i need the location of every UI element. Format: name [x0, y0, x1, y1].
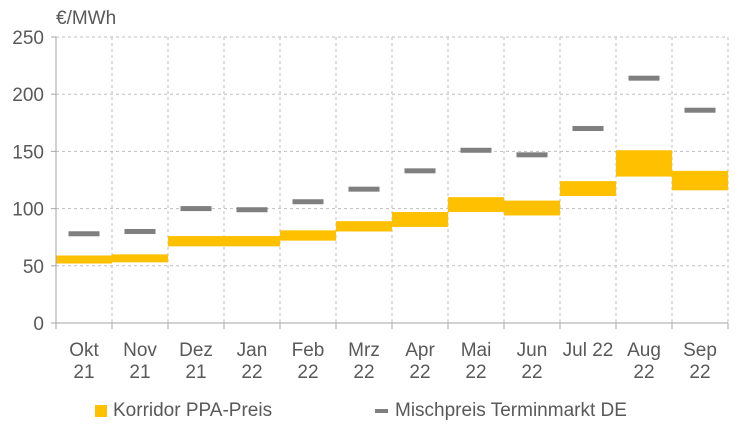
ppa-range-bar [336, 221, 392, 232]
ppa-range-bar [224, 236, 280, 247]
y-tick-label: 200 [12, 85, 44, 106]
legend-swatch-terminmarkt [375, 409, 388, 413]
ppa-range-bar [168, 236, 224, 247]
x-tick-label: Okt 21 [69, 340, 99, 383]
terminmarkt-marker [180, 206, 212, 212]
x-tick-label: Nov 21 [123, 340, 157, 383]
x-tick-label: Sep 22 [683, 340, 717, 383]
x-tick-label: Dez 21 [179, 340, 213, 383]
terminmarkt-marker [572, 126, 604, 132]
legend-swatch-ppa [95, 405, 107, 417]
terminmarkt-marker [236, 207, 268, 213]
ppa-range-bar [56, 255, 112, 264]
legend-item-ppa: Korridor PPA-Preis [95, 400, 272, 422]
ppa-range-bar [616, 150, 672, 177]
legend-item-terminmarkt: Mischpreis Terminmarkt DE [375, 400, 627, 422]
grid-lines [56, 36, 729, 323]
ppa-range-bar [280, 230, 336, 241]
y-unit-label: €/MWh [56, 8, 116, 29]
x-tick-label: Apr 22 [405, 340, 435, 383]
x-tick-label: Mrz 22 [348, 340, 380, 383]
axes [51, 36, 729, 329]
terminmarkt-marker [460, 147, 492, 153]
terminmarkt-marker [628, 75, 660, 81]
y-tick-label: 50 [23, 257, 44, 278]
x-tick-label: Jun 22 [517, 340, 548, 383]
x-tick-label: Jul 22 [563, 340, 614, 361]
ppa-corridor-series [56, 150, 728, 264]
x-tick-label: Jan 22 [237, 340, 268, 383]
ppa-range-bar [672, 170, 728, 191]
terminmarkt-marker [292, 199, 324, 205]
legend-label-ppa: Korridor PPA-Preis [113, 400, 273, 421]
y-tick-label: 0 [33, 314, 44, 335]
terminmarkt-marker [124, 228, 156, 234]
terminmarkt-marker [68, 231, 100, 237]
ppa-range-bar [560, 181, 616, 197]
ppa-range-bar [448, 197, 504, 213]
terminmarkt-marker [684, 107, 716, 113]
y-tick-labels: 0 50 100 150 200 250 [12, 28, 44, 335]
legend: Korridor PPA-Preis Mischpreis Terminmark… [0, 400, 748, 428]
x-tick-label: Feb 22 [292, 340, 325, 383]
y-tick-label: 100 [12, 200, 44, 221]
ppa-range-bar [112, 254, 168, 263]
terminmarkt-marker [348, 186, 380, 192]
x-tick-labels: Okt 21 Nov 21 Dez 21 Jan 22 Feb 22 Mrz 22 Apr 22 Mai 22… [69, 340, 717, 383]
y-tick-label: 250 [12, 28, 44, 49]
terminmarkt-marker [516, 152, 548, 158]
legend-label-terminmarkt: Mischpreis Terminmarkt DE [395, 400, 627, 421]
x-tick-label: Mai 22 [461, 340, 492, 383]
chart: 0 50 100 150 200 250 Okt 21 Nov 21 Dez 21 Jan 22 Feb 2… [12, 8, 729, 383]
x-tick-label: Aug 22 [627, 340, 661, 383]
terminmarkt-series [68, 75, 716, 237]
ppa-range-bar [504, 200, 560, 216]
terminmarkt-marker [404, 168, 436, 174]
y-tick-label: 150 [12, 142, 44, 163]
ppa-range-bar [392, 212, 448, 227]
